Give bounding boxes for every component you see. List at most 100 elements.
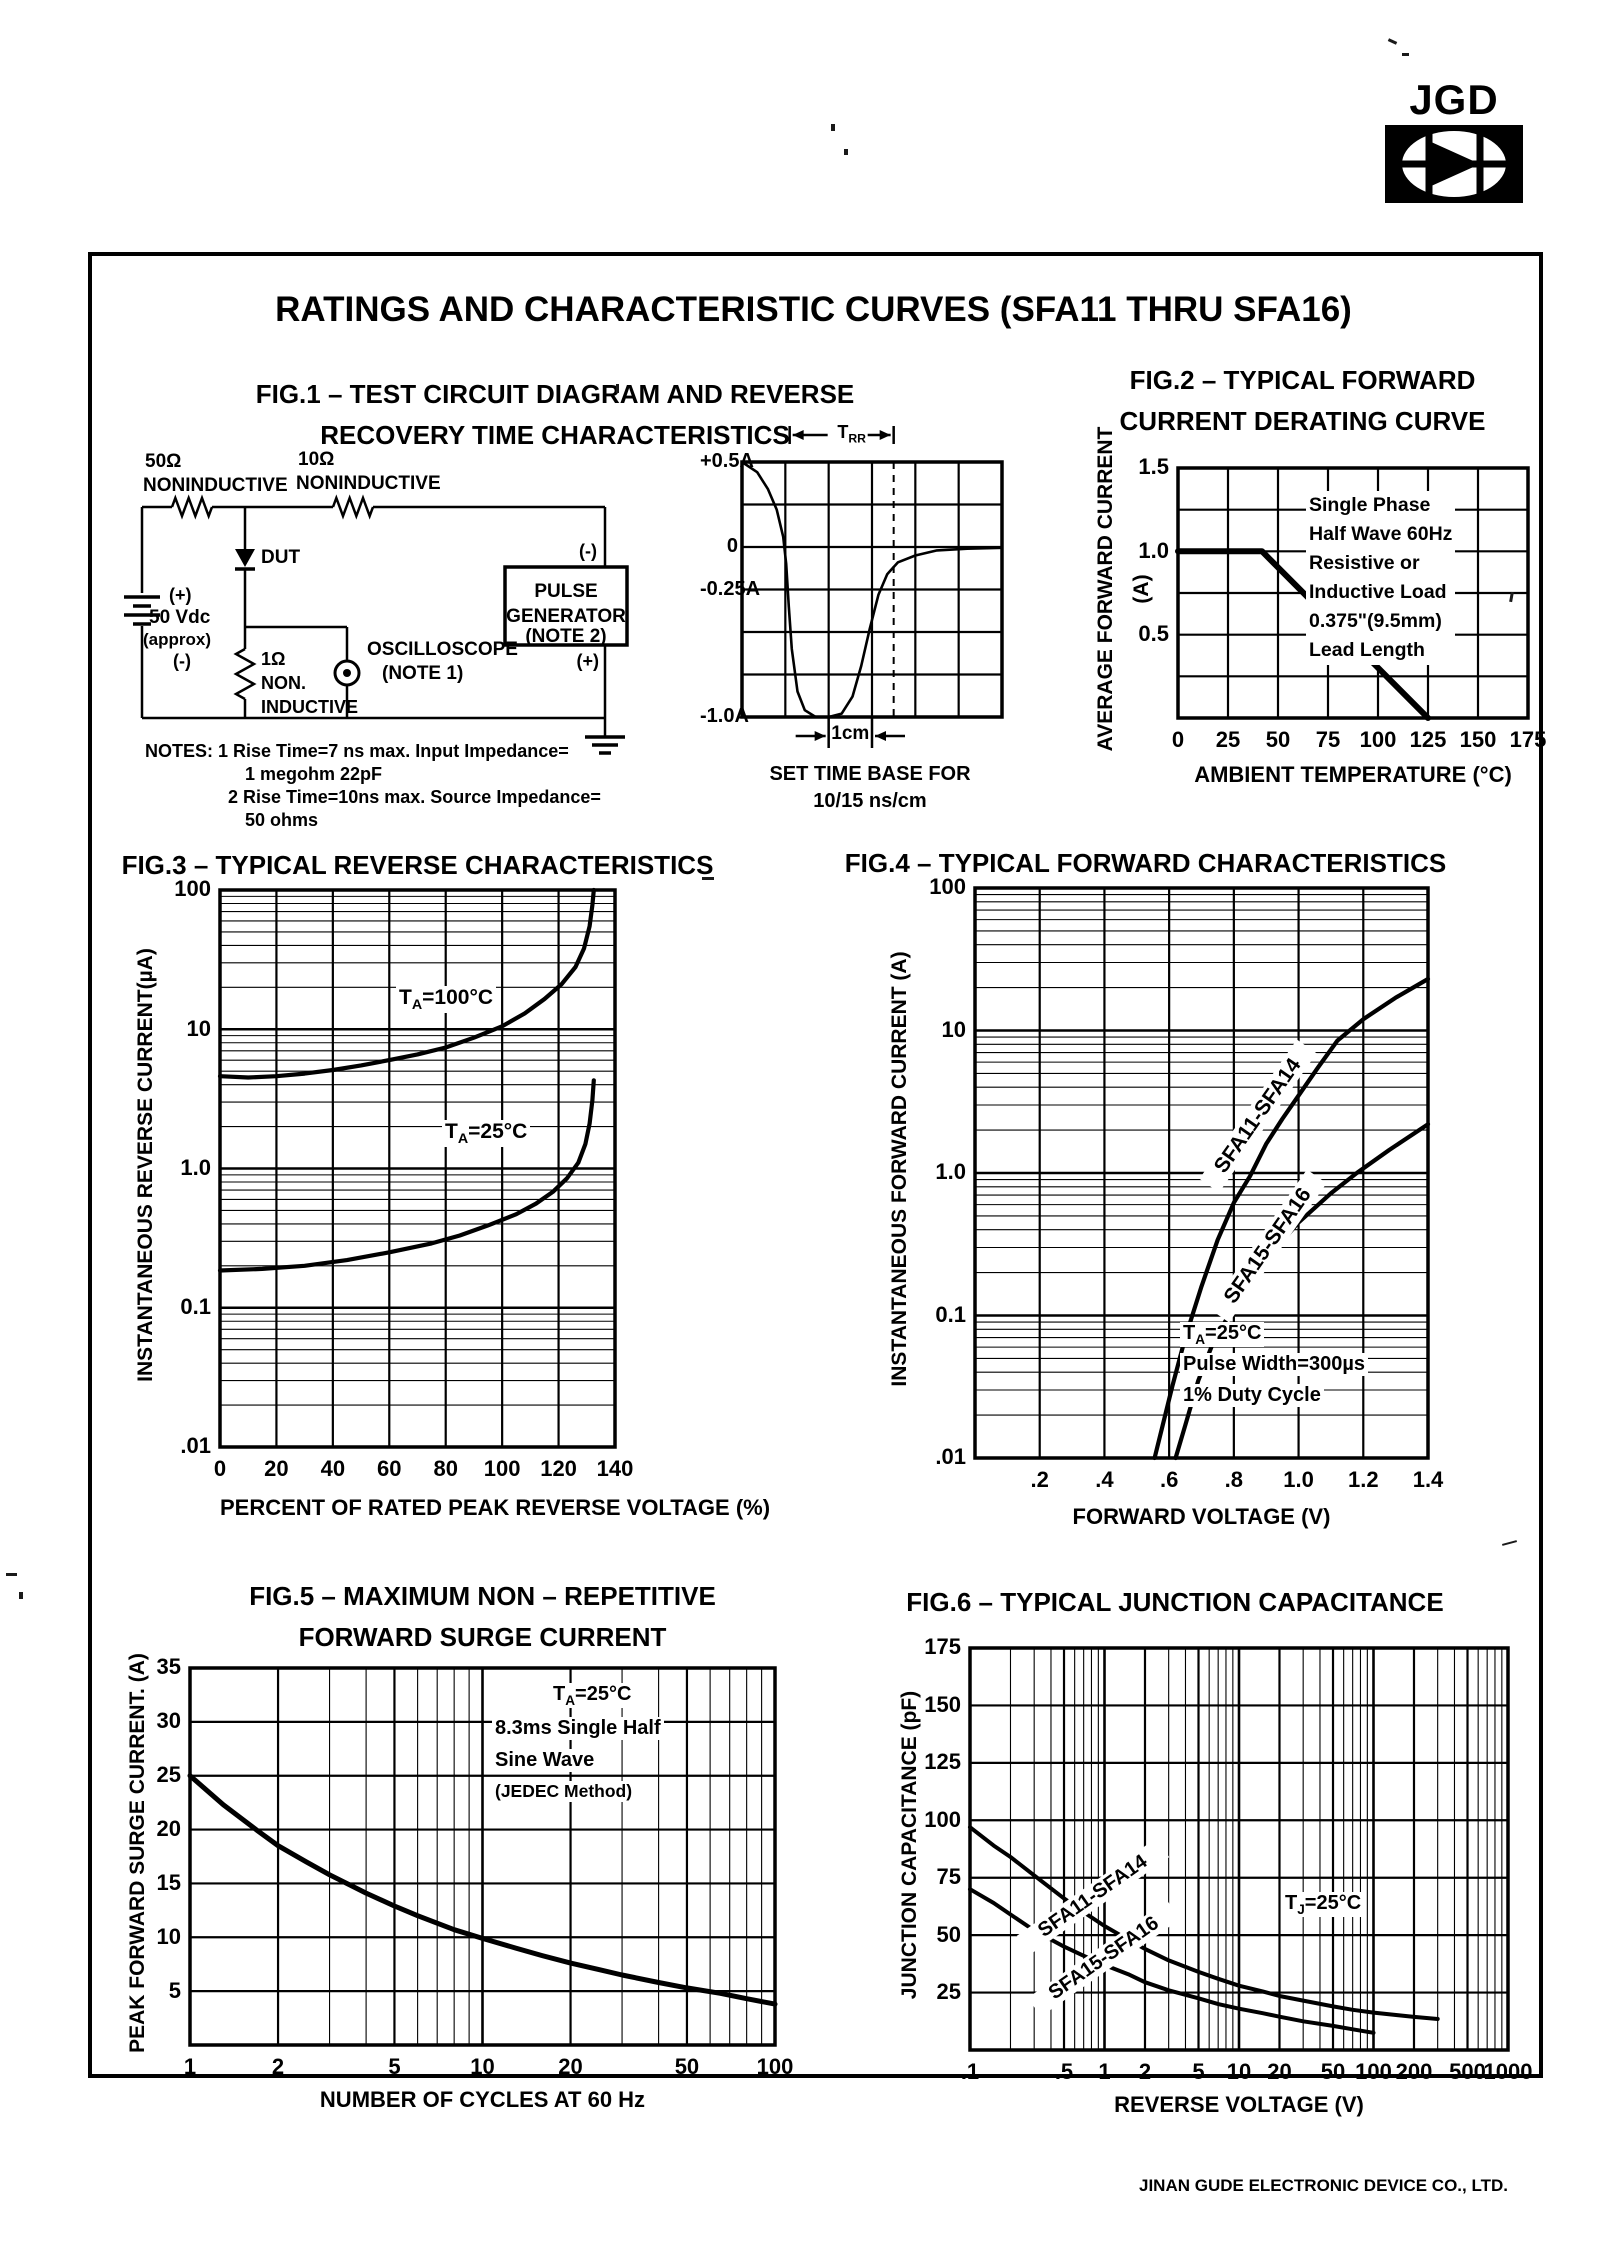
- scan-artifact: [6, 1573, 17, 1576]
- x-tick-label: 125: [1409, 727, 1447, 752]
- y-tick-label: 150: [924, 1691, 961, 1717]
- y-tick-label: 15: [156, 1869, 181, 1895]
- x-tick-label: .8: [1224, 1467, 1244, 1492]
- y-tick-label: 25: [156, 1762, 181, 1788]
- fig2-title-line2: CURRENT DERATING CURVE: [1119, 406, 1486, 436]
- x-tick-label: 120: [540, 1456, 577, 1481]
- y-tick-label: .01: [180, 1433, 211, 1459]
- scan-artifact: [1387, 38, 1398, 45]
- test-conditions-note: TA=25°C: [550, 1683, 635, 1708]
- x-tick-label: 2: [271, 2054, 285, 2079]
- x-tick-label: 60: [377, 1456, 402, 1481]
- svg-text:NON.: NON.: [261, 673, 306, 693]
- x-tick-label: 10: [470, 2054, 495, 2079]
- x-tick-label: 25: [1215, 727, 1241, 752]
- x-tick-label: 0: [1171, 727, 1185, 752]
- svg-text:1 megohm 22pF: 1 megohm 22pF: [245, 764, 382, 784]
- timebase-caption-line2: 10/15 ns/cm: [813, 790, 927, 812]
- svg-text:(+): (+): [577, 651, 600, 671]
- x-tick-label: .4: [1095, 1467, 1114, 1492]
- x-tick-label: 20: [1267, 2059, 1292, 2084]
- page-title: RATINGS AND CHARACTERISTIC CURVES (SFA11…: [275, 290, 1352, 329]
- fig2-derating-chart: 1.5 1.0 0.5 0 25 50 75 100 125 150 175 AMBIENT TEMP…: [1090, 427, 1570, 787]
- y-tick-label: 30: [156, 1708, 181, 1734]
- y-tick-label: 0: [726, 535, 738, 557]
- y-tick-label: 100: [929, 874, 966, 900]
- y-tick-label: 20: [156, 1815, 181, 1841]
- fig4-forward-characteristics-chart: 100 10 1.0 0.1 .01 .2 .4 .6 .8 1.0 1.2 1.4 FORWARD V…: [860, 870, 1480, 1535]
- x-tick-label: 50: [1320, 2059, 1346, 2084]
- x-axis-title: PERCENT OF RATED PEAK REVERSE VOLTAGE (%…: [220, 1495, 771, 1520]
- jgd-logo-text: JGD: [1409, 76, 1499, 123]
- timebase-caption-line1: SET TIME BASE FOR: [769, 763, 971, 785]
- scan-artifact: [19, 1592, 23, 1599]
- x-tick-label: 20: [558, 2054, 583, 2079]
- test-conditions-note: Sine Wave: [492, 1749, 598, 1772]
- y-tick-label: 5: [168, 1977, 181, 2003]
- svg-text:(NOTE 2): (NOTE 2): [525, 626, 606, 647]
- y-tick-label: 10: [941, 1016, 966, 1042]
- one-cm-label: 1cm: [831, 723, 870, 744]
- x-tick-label: 5: [1192, 2059, 1205, 2084]
- svg-text:DUT: DUT: [261, 547, 300, 568]
- y-tick-label: -1.0A: [700, 705, 749, 727]
- x-tick-label: 1.0: [1283, 1467, 1314, 1492]
- x-axis-title: NUMBER OF CYCLES AT 60 Hz: [319, 2087, 646, 2112]
- svg-text:(NOTE 1): (NOTE 1): [382, 663, 463, 684]
- y-tick-label: 125: [924, 1749, 961, 1775]
- svg-text:OSCILLOSCOPE: OSCILLOSCOPE: [367, 639, 518, 660]
- trr-label: TRR: [837, 422, 866, 446]
- y-axis-title-line2: (A): [1130, 574, 1153, 604]
- svg-text:2 Rise Time=10ns max. Source: 2 Rise Time=10ns max. Source Impedance=: [228, 787, 601, 807]
- fig1-test-circuit-diagram: 50Ω NONINDUCTIVE 10Ω NONINDUCTIVE DUT (+) 50 V…: [85, 445, 715, 845]
- tj-annotation: TJ=25°C: [1282, 1892, 1365, 1917]
- scan-artifact: [702, 877, 714, 880]
- y-tick-label: 10: [156, 1923, 181, 1949]
- y-tick-label: 0.5: [1138, 621, 1169, 647]
- y-tick-label: 0.1: [180, 1294, 211, 1320]
- footer-company-name: JINAN GUDE ELECTRONIC DEVICE CO., LTD.: [1139, 2176, 1508, 2195]
- x-tick-label: 1.2: [1347, 1467, 1379, 1492]
- svg-text:(+): (+): [169, 585, 192, 605]
- fig5-title-line1: FIG.5 – MAXIMUM NON – REPETITIVE: [249, 1581, 716, 1611]
- y-tick-label: 1.0: [1138, 537, 1169, 563]
- y-axis-title: JUNCTION CAPACITANCE (pF): [898, 1691, 921, 2000]
- svg-text:50Ω: 50Ω: [145, 451, 181, 472]
- y-tick-label: 175: [924, 1634, 961, 1660]
- fig6-title: FIG.6 – TYPICAL JUNCTION CAPACITANCE: [906, 1587, 1444, 1617]
- fig5-title: FIG.5 – MAXIMUM NON – REPETITIVE FORWARD…: [150, 1576, 815, 1658]
- test-conditions-note: (JEDEC Method): [492, 1781, 636, 1802]
- wave-svg: [740, 426, 1004, 748]
- fig5-title-line2: FORWARD SURGE CURRENT: [298, 1622, 667, 1652]
- fig4-svg: [973, 886, 1431, 1461]
- y-tick-label: 35: [156, 1654, 181, 1680]
- x-tick-label: 50: [1265, 727, 1291, 752]
- fig2-title: FIG.2 – TYPICAL FORWARD CURRENT DERATING…: [1080, 360, 1525, 442]
- x-tick-label: 200: [1395, 2059, 1433, 2084]
- y-tick-label: 100: [174, 876, 211, 902]
- x-tick-label: 100: [756, 2054, 794, 2079]
- svg-text:(-): (-): [173, 651, 191, 671]
- x-tick-label: 100: [1359, 727, 1397, 752]
- test-conditions-note: 8.3ms Single Half: [492, 1717, 664, 1740]
- fig3-svg: [217, 887, 617, 1449]
- x-axis-title: REVERSE VOLTAGE (V): [1114, 2092, 1364, 2117]
- test-conditions-note: 1% Duty Cycle: [1180, 1384, 1324, 1407]
- svg-text:50 ohms: 50 ohms: [245, 810, 318, 830]
- svg-text:10Ω: 10Ω: [298, 449, 334, 470]
- fig6-svg: [968, 1646, 1510, 2052]
- x-tick-label: 100: [483, 1456, 521, 1481]
- y-tick-label: +0.5A: [700, 450, 754, 472]
- y-tick-label: -0.25A: [700, 577, 761, 600]
- content-frame: [88, 252, 1543, 2078]
- curve-label-ta25: TA=25°C: [442, 1120, 531, 1148]
- y-axis-title: PEAK FORWARD SURGE CURRENT. (A): [126, 1652, 149, 2053]
- diode-logo-icon: [1385, 125, 1523, 203]
- fig1-title-line2: RECOVERY TIME CHARACTERISTICS: [320, 420, 790, 450]
- x-tick-label: .1: [960, 2059, 980, 2084]
- test-conditions-note: Pulse Width=300µs: [1180, 1353, 1368, 1376]
- x-tick-label: .6: [1159, 1467, 1179, 1492]
- svg-text:(approx): (approx): [143, 630, 211, 649]
